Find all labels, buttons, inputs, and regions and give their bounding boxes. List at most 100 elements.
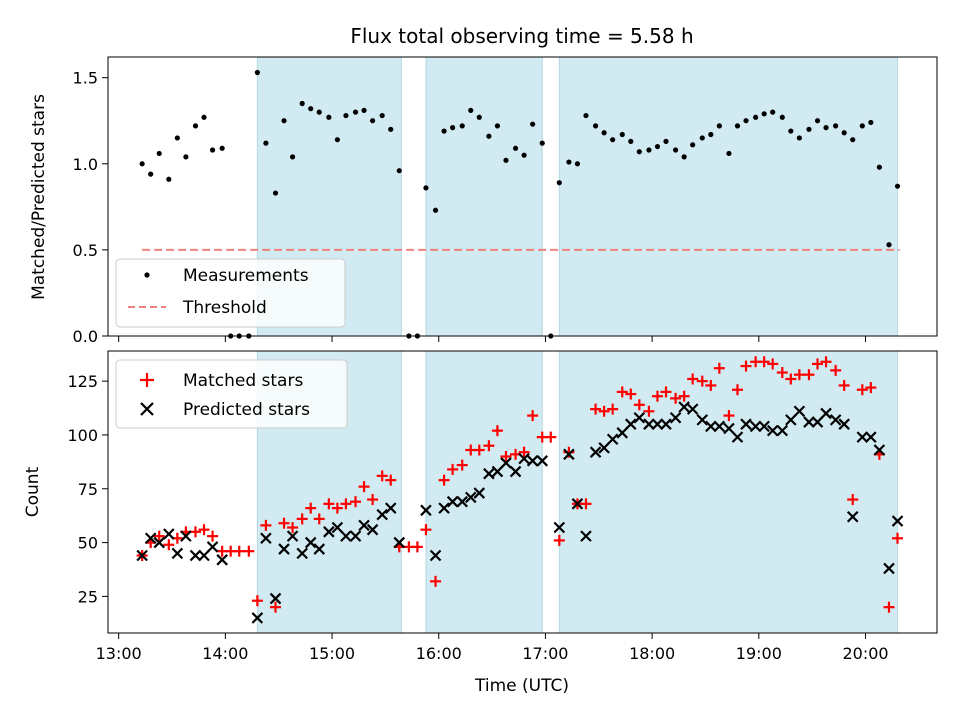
matched-point-63 [696,375,708,387]
matched-point-32 [420,524,432,536]
matched-point-72 [776,367,788,379]
predicted-point-63 [749,420,762,433]
top-legend-box [115,258,346,328]
x-tick-label-6: 19:00 [736,644,782,663]
predicted-point-76 [865,431,877,443]
matched-point-61 [678,390,690,402]
measurement-point-78 [833,123,839,129]
measurement-point-52 [601,130,607,136]
measurement-point-59 [663,138,669,144]
predicted-point-33 [473,487,486,499]
predicted-point-62 [740,418,752,430]
measurement-point-13 [254,69,260,76]
predicted-point-48 [616,427,629,439]
ratio-panel: 0.0 0.5 1.0 1.5 Flux total observing time =… [29,24,938,346]
measurement-point-79 [841,130,847,136]
matched-point-21 [323,498,335,510]
predicted-point-70 [811,416,824,428]
matched-point-13 [251,595,263,607]
predicted-point-52 [651,418,664,430]
predicted-point-14 [286,530,299,542]
top-axes-frame [107,56,938,337]
matched-point-82 [865,382,877,394]
matched-point-59 [660,386,672,398]
x-tick-label-7: 20:00 [842,644,888,663]
bottom-y-ticks: 25 50 75 100 125 [67,372,108,606]
matched-point-36 [456,459,468,471]
predicted-point-35 [491,465,504,478]
measurement-point-7 [201,114,207,120]
x-tick-label-5: 18:00 [629,644,675,663]
matched-point-11 [233,545,245,557]
matched-point-14 [260,519,272,531]
measurement-point-72 [779,114,785,120]
matched-point-8 [207,530,219,542]
matched-point-38 [473,444,485,456]
matched-point-66 [723,410,735,422]
measurement-point-28 [388,126,394,132]
matched-point-73 [785,373,797,385]
measurement-point-58 [654,143,661,150]
predicted-point-74 [846,510,859,523]
measurement-point-17 [289,154,296,160]
predicted-point-4 [171,547,184,560]
predicted-point-16 [304,536,317,549]
measurement-point-62 [690,142,696,148]
measurement-point-50 [583,112,589,119]
measurement-point-63 [699,135,705,141]
observing-span-2 [558,350,899,634]
matched-point-64 [705,379,717,391]
measurement-point-33 [432,207,439,213]
matched-point-70 [758,356,770,368]
measurement-point-18 [299,100,305,107]
predicted-point-39 [526,455,539,467]
measurement-point-68 [743,118,749,124]
measurement-point-51 [592,123,599,129]
matched-point-55 [625,388,637,400]
matched-point-39 [483,440,495,452]
predicted-point-40 [536,455,549,467]
matched-point-17 [287,522,299,534]
matched-point-18 [296,513,308,525]
matched-point-50 [580,498,592,510]
top-shaded-spans [256,56,899,337]
measurement-point-45 [539,140,545,146]
top-x-ticks [118,336,867,342]
predicted-point-71 [820,407,832,420]
predicted-point-19 [331,521,344,534]
predicted-star-points [136,401,904,624]
measurement-point-16 [281,118,287,124]
matched-point-3 [163,539,175,551]
predicted-point-54 [669,411,682,424]
matched-point-6 [189,526,201,538]
measurement-point-2 [156,150,162,157]
matched-point-27 [376,470,388,482]
predicted-point-18 [323,526,335,538]
measurement-point-71 [770,109,776,115]
measurement-point-67 [734,123,741,129]
predicted-point-26 [393,536,406,549]
matched-point-44 [527,410,539,422]
predicted-point-23 [366,523,379,536]
predicted-point-13 [278,543,290,555]
matched-point-51 [590,403,602,415]
predicted-point-28 [429,549,442,562]
observing-span-1 [425,350,543,634]
predicted-point-61 [731,431,744,443]
measurement-point-54 [619,131,625,138]
matched-point-28 [385,474,397,486]
matched-point-33 [430,575,442,587]
matched-point-31 [411,541,423,553]
predicted-point-43 [571,498,584,510]
predicted-point-17 [313,543,326,555]
matched-point-7 [198,524,210,536]
predicted-point-56 [686,403,699,415]
matched-point-24 [350,496,362,508]
predicted-point-1 [144,532,157,545]
predicted-point-49 [625,418,637,430]
matched-point-25 [358,481,370,493]
predicted-point-3 [163,528,175,540]
predicted-point-5 [180,530,192,542]
measurement-point-81 [859,123,865,129]
predicted-point-12 [269,592,282,605]
